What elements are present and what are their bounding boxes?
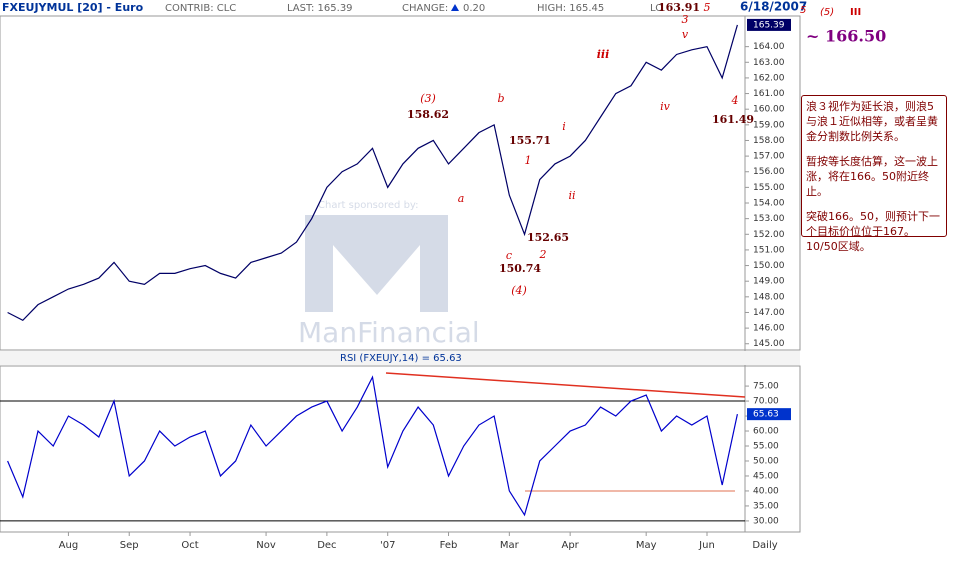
y-tick-label: 161.00 [753, 89, 785, 99]
change: CHANGE: [402, 3, 448, 14]
series-line [7, 24, 738, 322]
last: LAST: 165.39 [287, 3, 353, 14]
wave-label: b [497, 92, 504, 105]
y-tick-label: 30.00 [753, 516, 779, 526]
y-tick-label: 158.00 [753, 136, 785, 146]
x-tick-label: May [636, 540, 657, 551]
x-tick-label: Apr [561, 540, 579, 551]
y-tick-label: 75.00 [753, 382, 779, 392]
y-tick-label: 154.00 [753, 199, 785, 209]
trendline [385, 372, 746, 398]
y-tick-label: 160.00 [753, 105, 785, 115]
note-box: 浪３视作为延长浪，则浪5与浪１近似相等，或者呈黄金分割数比例关系。 暂按等长度估… [801, 95, 947, 253]
high: HIGH: 165.45 [537, 3, 604, 14]
y-tick-label: 163.00 [753, 58, 785, 68]
brand: ManFinancial [298, 316, 480, 349]
rsi-title: RSI (FXEUJY,14) = 65.63 [340, 353, 462, 364]
contrib: CONTRIB: CLC [165, 3, 236, 14]
wave-label: 163.91 [658, 1, 700, 14]
x-tick-label: Oct [181, 540, 198, 551]
sponsor: Chart sponsored by: [318, 200, 418, 211]
symbol: FXEUJYMUL [20] - Euro [2, 1, 144, 14]
y-tick-label: 156.00 [753, 167, 785, 177]
wave-label: 1 [525, 154, 532, 167]
target-w2: (5) [820, 7, 834, 18]
y-tick-label: 155.00 [753, 183, 785, 193]
note-text: 暂按等长度估算，这一波上涨，将在166。50附近终止。 [806, 155, 938, 198]
y-tick-label: 55.00 [753, 442, 779, 452]
wave-label: 5 [704, 1, 711, 14]
wave-label: 150.74 [499, 262, 541, 275]
wave-label: 155.71 [509, 134, 551, 147]
last-label: 165.39 [753, 20, 785, 30]
last-box [747, 408, 791, 421]
wave-label: 4 [731, 94, 739, 107]
wave-label: 152.65 [527, 231, 569, 244]
price-frame [0, 15, 801, 351]
rsi-frame [0, 365, 801, 533]
wave-label: iii [597, 48, 610, 61]
wave-label: 3 [682, 13, 689, 26]
wave-label: (4) [511, 284, 527, 297]
y-tick-label: 159.00 [753, 120, 785, 130]
target-price: ~ 166.50 [806, 27, 886, 46]
last-label: 65.63 [753, 410, 779, 420]
target-w3: III [850, 7, 861, 18]
series-line [7, 375, 738, 517]
last-box [747, 18, 791, 31]
y-tick-label: 35.00 [753, 501, 779, 511]
logo [305, 215, 448, 312]
y-tick-label: 70.00 [753, 397, 779, 407]
target-w1: 5 [800, 5, 806, 16]
x-tick-label: Nov [256, 540, 276, 551]
y-tick-label: 162.00 [753, 73, 785, 83]
x-tick-label: Aug [59, 540, 79, 551]
note-text: 突破166。50，则预计下一个目标价位位于167。10/50区域。 [806, 210, 940, 253]
watermark: Chart sponsored by: ManFinancial [298, 200, 480, 349]
y-tick-label: 164.00 [753, 42, 785, 52]
date: 6/18/2007 [740, 0, 807, 14]
up-arrow [451, 4, 459, 11]
x-tick-label: Mar [500, 540, 520, 551]
wave-label: ii [568, 189, 575, 202]
wave-label: c [506, 249, 512, 262]
y-tick-label: 50.00 [753, 456, 779, 466]
y-tick-label: 151.00 [753, 245, 785, 255]
y-tick-label: 145.00 [753, 339, 785, 349]
wave-label: iv [660, 100, 671, 113]
wave-label: 161.49 [712, 113, 754, 126]
y-tick-label: 150.00 [753, 261, 785, 271]
x-tick-label: Dec [317, 540, 336, 551]
rsi-header [0, 351, 800, 365]
y-tick-label: 60.00 [753, 427, 779, 437]
wave-label: v [682, 28, 689, 41]
period-label: Daily [752, 540, 777, 551]
change-value: 0.20 [463, 3, 485, 14]
x-tick-label: Jun [698, 540, 715, 551]
low: LO [650, 3, 663, 14]
wave-label: 2 [539, 248, 547, 261]
x-tick-label: Sep [120, 540, 139, 551]
note-text: 浪３视作为延长浪，则浪5与浪１近似相等，或者呈黄金分割数比例关系。 [806, 100, 938, 143]
y-tick-label: 40.00 [753, 486, 779, 496]
y-tick-label: 152.00 [753, 230, 785, 240]
wave-label: (3) [420, 92, 436, 105]
y-tick-label: 148.00 [753, 292, 785, 302]
y-tick-label: 147.00 [753, 308, 785, 318]
y-tick-label: 146.00 [753, 324, 785, 334]
y-tick-label: 45.00 [753, 471, 779, 481]
y-tick-label: 157.00 [753, 152, 785, 162]
y-tick-label: 149.00 [753, 277, 785, 287]
x-tick-label: Feb [440, 540, 458, 551]
wave-label: i [562, 120, 566, 133]
x-tick-label: '07 [380, 540, 395, 551]
wave-label: a [458, 192, 465, 205]
y-tick-label: 153.00 [753, 214, 785, 224]
wave-label: 158.62 [407, 108, 449, 121]
